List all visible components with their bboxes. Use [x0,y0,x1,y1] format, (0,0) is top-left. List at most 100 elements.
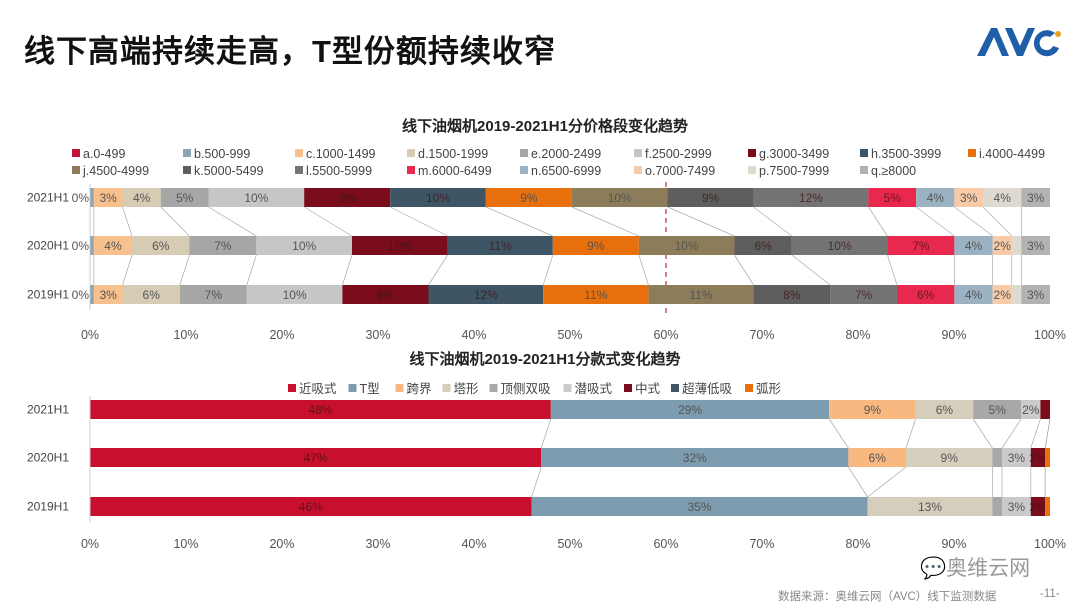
legend-swatch [860,149,868,157]
bar-segment [93,236,133,255]
category-label: 2021H1 [27,403,69,417]
legend-swatch [634,166,642,174]
data-label: 4% [994,191,1012,205]
data-label: 12% [799,191,823,205]
legend-swatch [183,166,191,174]
series-connector [905,418,916,449]
data-label: 0% [72,288,90,302]
chart-title: 线下油烟机2019-2021H1分价格段变化趋势 [402,117,688,135]
legend-label: i.4000-4499 [979,147,1045,161]
x-tick-label: 100% [1034,537,1066,551]
series-connector [540,418,552,449]
data-label: 11% [489,239,512,253]
bar-segment [992,497,1002,516]
bar-segment [830,285,898,304]
data-label: 10% [244,191,268,205]
bar-segment [90,285,94,304]
legend-label: 超薄低吸 [682,381,733,396]
bar-segment [992,285,1012,304]
bar-segment [1002,448,1031,467]
series-connector [1001,418,1022,449]
series-connector [390,206,448,237]
data-label: 32% [683,451,707,465]
bar-segment [179,285,247,304]
data-label: 4% [104,239,122,253]
data-label: 7% [855,288,873,302]
data-label: 3% [1027,288,1045,302]
data-label: 5% [989,403,1007,417]
bar-segment [734,236,792,255]
bar-segment [447,236,553,255]
legend-swatch [748,166,756,174]
series-connector [179,254,190,286]
bar-segment [208,188,305,207]
legend-label: T型 [360,382,380,396]
data-label: 2% [1029,451,1047,465]
series-connector [972,418,993,449]
legend-label: 塔形 [454,382,480,396]
legend-swatch [407,149,415,157]
bar-segment [648,285,754,304]
data-label: 0% [72,239,90,253]
legend-swatch [563,384,572,392]
series-connector [828,418,849,449]
legend-swatch [671,384,679,392]
series-connector [887,254,898,286]
legend-label: f.2500-2999 [645,147,712,161]
data-label: 2% [1029,500,1047,514]
bar-segment [160,188,209,207]
x-tick-label: 20% [269,328,294,342]
x-tick-label: 40% [461,537,486,551]
data-label: 11% [584,288,607,302]
bar-segment [122,285,180,304]
bar-segment [829,400,916,419]
x-tick-label: 30% [365,328,390,342]
legend-label: 跨界 [407,382,433,396]
bar-segment [753,285,831,304]
bar-segment [954,285,993,304]
bar-segment [1021,188,1050,207]
page-number: -11- [1040,588,1060,600]
data-label: 9% [339,191,357,205]
legend-label: q.≥8000 [871,164,916,178]
bar-segment [992,236,1012,255]
data-label: 8% [783,288,801,302]
data-label: 2% [994,239,1012,253]
bar-segment [342,285,429,304]
bar-segment [753,188,869,207]
legend-label: 弧形 [756,382,782,396]
legend-label: c.1000-1499 [306,147,376,161]
legend-label: 中式 [635,381,661,396]
bar-segment [897,285,955,304]
legend-swatch [295,166,303,174]
bar-segment [1030,497,1046,516]
data-label: 4% [965,288,983,302]
x-tick-label: 10% [173,328,198,342]
legend-swatch [624,384,632,392]
legend-swatch [72,149,80,157]
bar-segment [552,236,639,255]
legend-label: e.2000-2499 [531,147,601,161]
legend-label: l.5500-5999 [306,164,372,178]
data-label: 3% [960,191,978,205]
x-tick-label: 80% [845,537,870,551]
bar-segment [189,236,257,255]
bar-segment [93,285,123,304]
category-label: 2020H1 [27,239,69,253]
bar-segment [351,236,448,255]
data-label: 5% [884,191,902,205]
bar-segment [992,448,1002,467]
data-label: 9% [864,403,882,417]
bar-segment [1011,236,1022,255]
legend-label: a.0-499 [83,147,125,161]
series-connector [667,206,735,237]
bar-segment [1002,497,1031,516]
data-label: 10% [828,239,852,253]
bar-segment [915,400,974,419]
legend-label: h.3500-3999 [871,147,941,161]
data-label: 0% [72,191,90,205]
bar-segment [543,285,649,304]
bar-segment [256,236,352,255]
data-label: 9% [587,239,605,253]
legend-label: p.7500-7999 [759,164,829,178]
